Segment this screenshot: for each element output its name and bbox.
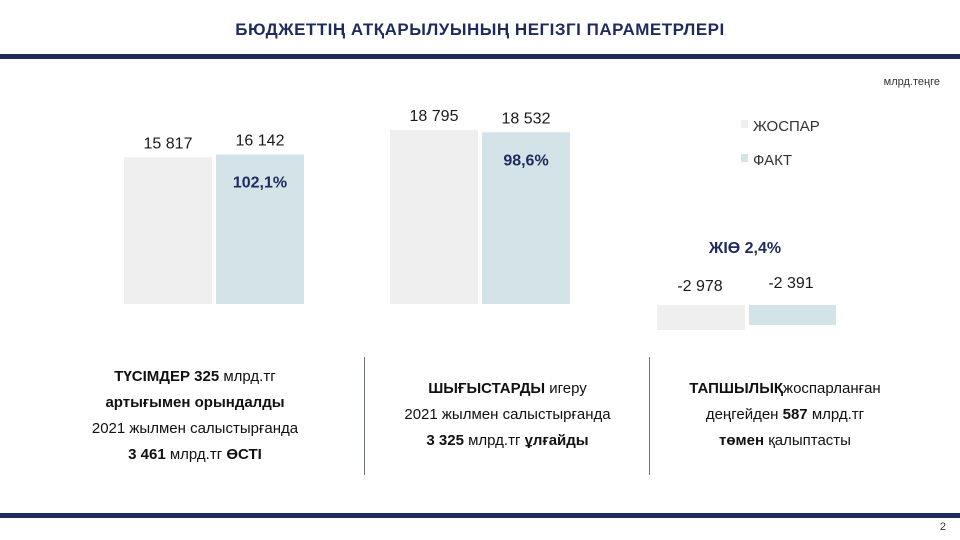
gdp-deficit-annotation: ЖІӨ 2,4% xyxy=(708,240,781,257)
expenses-summary-l3-bold2: ұлғайды xyxy=(524,432,589,449)
legend-swatch-plan xyxy=(741,120,748,128)
deficit-summary-l1-bold: ТАПШЫЛЫҚ xyxy=(689,380,784,397)
data-label-plan-2: -2 978 xyxy=(677,278,722,295)
revenue-summary-l4-mid: млрд.тг xyxy=(165,446,227,463)
data-label-plan-0: 15 817 xyxy=(144,135,193,152)
expenses-summary: ШЫҒЫСТАРДЫ игеру 2021 жылмен салыстырған… xyxy=(365,376,650,454)
page-number: 2 xyxy=(939,521,946,533)
expenses-summary-l1-bold: ШЫҒЫСТАРДЫ xyxy=(428,380,546,397)
deficit-summary-l3-bold: төмен xyxy=(719,432,765,449)
legend-label-fact: ФАКТ xyxy=(753,152,792,169)
data-label-plan-1: 18 795 xyxy=(410,108,459,125)
deficit-summary-l2-bold: 587 xyxy=(782,406,808,423)
legend-label-plan: ЖОСПАР xyxy=(753,118,820,135)
revenue-summary-l4-bold2: ӨСТІ xyxy=(226,446,262,463)
revenue-summary-l1-rest: млрд.тг xyxy=(219,368,276,385)
revenue-summary-l3: 2021 жылмен салыстырғанда xyxy=(91,420,299,437)
bar-fact-2 xyxy=(749,305,836,326)
revenue-summary-l2: артығымен орындалды xyxy=(105,394,285,411)
deficit-summary: ТАПШЫЛЫҚжоспарланған деңгейден 587 млрд.… xyxy=(650,376,920,454)
revenue-summary: ТҮСІМДЕР 325 млрд.тг артығымен орындалды… xyxy=(40,364,350,468)
divider-left xyxy=(364,357,365,475)
page-title: БЮДЖЕТТІҢ АТҚАРЫЛУЫНЫҢ НЕГІЗГІ ПАРАМЕТРЛ… xyxy=(235,20,725,39)
revenue-summary-l1-bold: ТҮСІМДЕР 325 xyxy=(114,368,220,385)
data-label-fact-1: 18 532 xyxy=(502,110,551,127)
expenses-summary-l1-rest: игеру xyxy=(545,380,587,397)
bottom-rule xyxy=(0,513,960,518)
deficit-summary-l3-rest: қалыптасты xyxy=(764,432,851,449)
top-rule xyxy=(0,54,960,59)
bar-plan-0 xyxy=(124,157,212,304)
deficit-summary-l2-rest: млрд.тг xyxy=(807,406,865,423)
data-label-fact-0: 16 142 xyxy=(236,132,285,149)
deficit-summary-l1-rest: жоспарланған xyxy=(783,380,881,397)
expenses-summary-l3-mid: млрд.тг xyxy=(463,432,525,449)
expenses-summary-l2: 2021 жылмен салыстырғанда xyxy=(404,406,611,423)
bar-plan-2 xyxy=(657,305,745,330)
data-label-fact-2: -2 391 xyxy=(768,275,813,292)
unit-label: млрд.теңге xyxy=(883,76,940,88)
execution-percent-1: 98,6% xyxy=(503,152,548,169)
bar-plan-1 xyxy=(390,129,478,304)
revenue-summary-l4-bold: 3 461 xyxy=(128,446,166,463)
bar-fact-1 xyxy=(482,132,570,304)
budget-bar-chart: 15 817 16 142 102,1% 18 795 18 532 98,6% -2 97… xyxy=(124,108,836,330)
divider-right xyxy=(649,357,650,475)
bar-fact-0 xyxy=(216,154,304,304)
expenses-summary-l3-bold: 3 325 xyxy=(426,432,464,449)
execution-percent-0: 102,1% xyxy=(233,174,287,191)
legend-swatch-fact xyxy=(741,154,748,162)
deficit-summary-l2-a: деңгейден xyxy=(705,406,783,423)
